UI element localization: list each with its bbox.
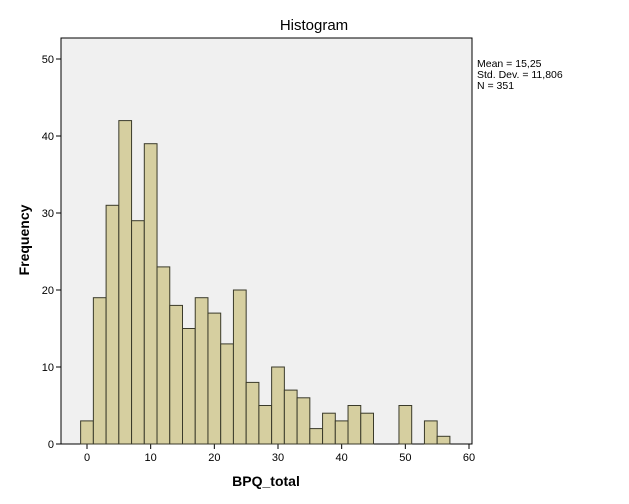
histogram-bar: [360, 412, 374, 445]
x-tick-label: 30: [272, 452, 284, 464]
histogram-bar: [347, 405, 362, 445]
y-axis-label: Frequency: [16, 204, 32, 275]
y-tick-label: 20: [42, 285, 54, 297]
x-axis-label: BPQ_total: [232, 473, 300, 489]
y-tick-label: 10: [42, 362, 54, 374]
histogram-bar: [423, 420, 438, 445]
stat-n: N = 351: [477, 80, 515, 92]
stat-mean: Mean = 15,25: [477, 58, 542, 70]
y-tick-label: 50: [42, 54, 54, 66]
histogram-bar: [245, 381, 260, 445]
histogram-bar: [258, 405, 273, 445]
histogram-bar: [271, 366, 285, 445]
histogram-bar: [296, 397, 311, 445]
histogram-bar: [182, 328, 196, 445]
x-tick-label: 10: [145, 452, 157, 464]
histogram-bar: [220, 343, 234, 445]
x-tick-label: 60: [463, 452, 475, 464]
x-tick-label: 50: [399, 452, 411, 464]
histogram-bar: [143, 143, 158, 445]
histogram-bar: [169, 304, 183, 445]
histogram-bar: [334, 420, 349, 445]
x-axis: 0 10 20 30 40 50 60: [84, 444, 475, 464]
chart-title: Histogram: [280, 17, 348, 34]
histogram-bar: [436, 435, 451, 445]
histogram-bar: [80, 420, 94, 445]
y-tick-label: 0: [48, 439, 54, 451]
histogram-bar: [194, 297, 209, 445]
stat-std-dev: Std. Dev. = 11,806: [477, 69, 563, 81]
histogram-bar: [131, 220, 145, 445]
bars: [80, 120, 451, 445]
y-tick-label: 40: [42, 131, 54, 143]
x-tick-label: 40: [336, 452, 348, 464]
histogram-bar: [92, 297, 107, 445]
y-tick-label: 30: [42, 208, 54, 220]
histogram-bar: [118, 120, 133, 445]
histogram-bar: [322, 412, 336, 445]
histogram-bar: [232, 289, 247, 445]
x-tick-label: 0: [84, 452, 90, 464]
histogram-bar: [105, 204, 120, 445]
histogram-bar: [309, 428, 324, 445]
y-axis: 0 10 20 30 40 50: [42, 54, 61, 451]
histogram-bar: [283, 389, 298, 445]
x-tick-label: 20: [208, 452, 220, 464]
summary-statistics: Mean = 15,25 Std. Dev. = 11,806 N = 351: [477, 59, 563, 92]
histogram-bar: [398, 405, 413, 445]
histogram-bar: [207, 312, 222, 445]
histogram-bar: [156, 266, 171, 445]
